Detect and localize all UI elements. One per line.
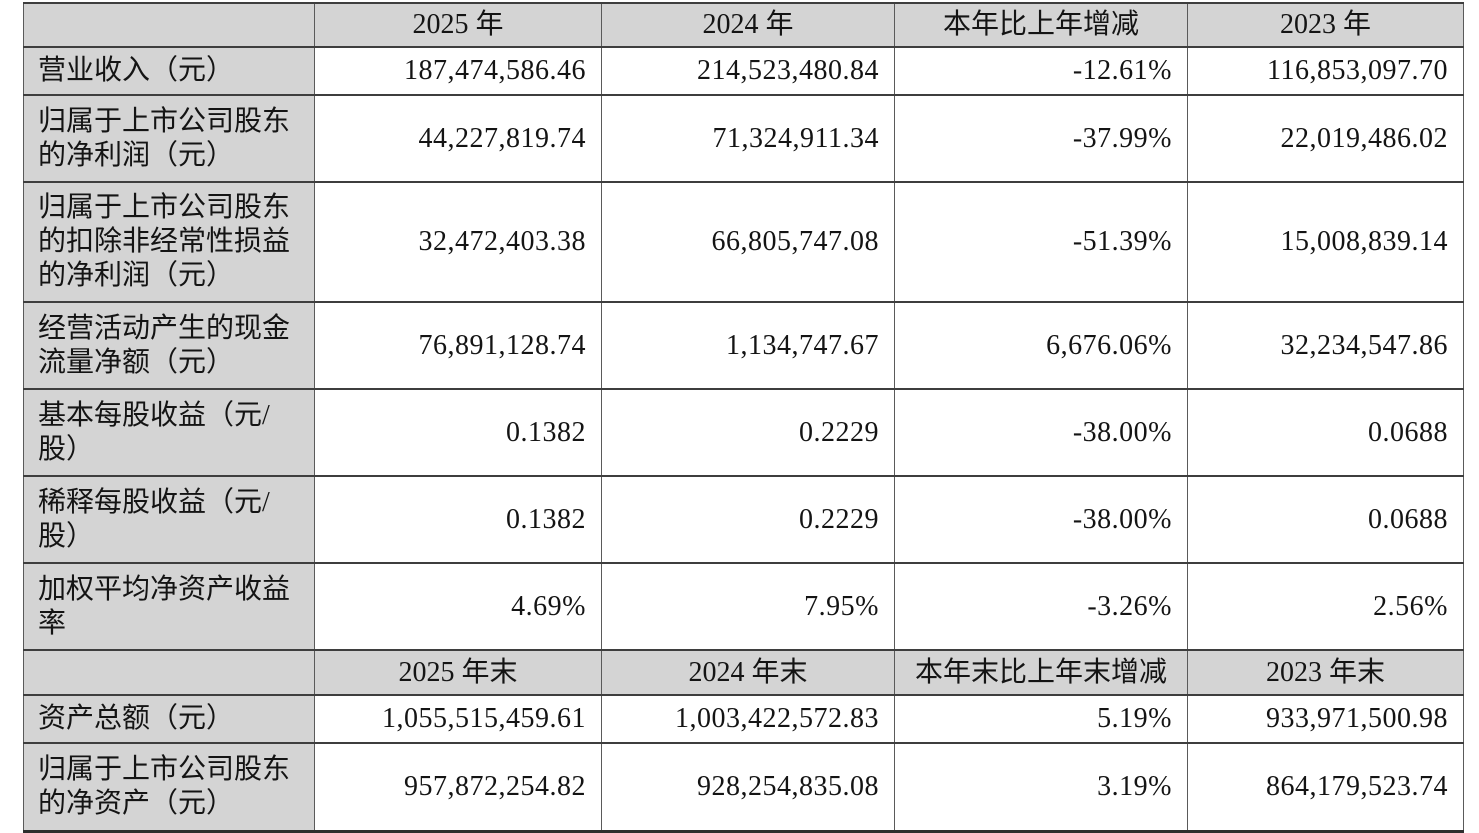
corner-cell (23, 2, 315, 48)
table-row: 加权平均净资产收益率 4.69% 7.95% -3.26% 2.56% (23, 562, 1464, 651)
row-label-cell: 稀释每股收益（元/股） (23, 475, 315, 564)
row-label-cell: 归属于上市公司股东的净资产（元） (23, 742, 315, 833)
value-cell: -38.00% (894, 388, 1188, 477)
value-cell: 0.0688 (1187, 388, 1464, 477)
table-row: 经营活动产生的现金流量净额（元） 76,891,128.74 1,134,747.6… (23, 301, 1464, 390)
row-label-cell: 归属于上市公司股东的净利润（元） (23, 94, 315, 183)
row-label-cell: 经营活动产生的现金流量净额（元） (23, 301, 315, 390)
value-cell: 957,872,254.82 (314, 742, 602, 833)
value-cell: 15,008,839.14 (1187, 181, 1464, 303)
value-cell: 2.56% (1187, 562, 1464, 651)
value-cell: 44,227,819.74 (314, 94, 602, 183)
value-cell: 6,676.06% (894, 301, 1188, 390)
column-header-cell: 2024 年 (601, 2, 895, 48)
corner-cell (23, 649, 315, 696)
value-cell: 5.19% (894, 694, 1188, 744)
value-cell: 1,134,747.67 (601, 301, 895, 390)
column-header-cell: 2024 年末 (601, 649, 895, 696)
value-cell: 66,805,747.08 (601, 181, 895, 303)
value-cell: 0.1382 (314, 388, 602, 477)
column-header-cell: 2023 年末 (1187, 649, 1464, 696)
value-cell: 71,324,911.34 (601, 94, 895, 183)
table-row: 资产总额（元） 1,055,515,459.61 1,003,422,572.83 5… (23, 694, 1464, 744)
table-row: 归属于上市公司股东的净资产（元） 957,872,254.82 928,254,83… (23, 742, 1464, 833)
row-label-cell: 营业收入（元） (23, 46, 315, 96)
column-header-cell: 2025 年末 (314, 649, 602, 696)
value-cell: 22,019,486.02 (1187, 94, 1464, 183)
value-cell: 0.2229 (601, 475, 895, 564)
value-cell: -51.39% (894, 181, 1188, 303)
column-header-cell: 本年末比上年末增减 (894, 649, 1188, 696)
column-header-cell: 2025 年 (314, 2, 602, 48)
value-cell: 32,234,547.86 (1187, 301, 1464, 390)
row-label-cell: 归属于上市公司股东的扣除非经常性损益的净利润（元） (23, 181, 315, 303)
column-header-cell: 2023 年 (1187, 2, 1464, 48)
value-cell: 32,472,403.38 (314, 181, 602, 303)
table-row: 稀释每股收益（元/股） 0.1382 0.2229 -38.00% 0.0688 (23, 475, 1464, 564)
row-label-cell: 资产总额（元） (23, 694, 315, 744)
value-cell: 1,055,515,459.61 (314, 694, 602, 744)
table-row: 营业收入（元） 187,474,586.46 214,523,480.84 -12.6… (23, 46, 1464, 96)
value-cell: 116,853,097.70 (1187, 46, 1464, 96)
value-cell: 864,179,523.74 (1187, 742, 1464, 833)
value-cell: -3.26% (894, 562, 1188, 651)
value-cell: 214,523,480.84 (601, 46, 895, 96)
value-cell: -37.99% (894, 94, 1188, 183)
column-header-cell: 本年比上年增减 (894, 2, 1188, 48)
table-row: 基本每股收益（元/股） 0.1382 0.2229 -38.00% 0.0688 (23, 388, 1464, 477)
value-cell: 7.95% (601, 562, 895, 651)
financial-summary-table: 2025 年 2024 年本年比上年增减 2023 年营业收入（元） 187,474,… (23, 2, 1464, 833)
value-cell: 76,891,128.74 (314, 301, 602, 390)
value-cell: -12.61% (894, 46, 1188, 96)
value-cell: 1,003,422,572.83 (601, 694, 895, 744)
value-cell: 928,254,835.08 (601, 742, 895, 833)
value-cell: 4.69% (314, 562, 602, 651)
table-row: 归属于上市公司股东的净利润（元） 44,227,819.74 71,324,911.… (23, 94, 1464, 183)
value-cell: 0.0688 (1187, 475, 1464, 564)
table-row: 归属于上市公司股东的扣除非经常性损益的净利润（元） 32,472,403.38 66… (23, 181, 1464, 303)
table-header-row: 2025 年末 2024 年末 本年末比上年末增减 2023 年末 (23, 649, 1464, 696)
value-cell: 0.2229 (601, 388, 895, 477)
value-cell: 187,474,586.46 (314, 46, 602, 96)
value-cell: 933,971,500.98 (1187, 694, 1464, 744)
table-header-row: 2025 年 2024 年本年比上年增减 2023 年 (23, 2, 1464, 48)
value-cell: -38.00% (894, 475, 1188, 564)
row-label-cell: 基本每股收益（元/股） (23, 388, 315, 477)
row-label-cell: 加权平均净资产收益率 (23, 562, 315, 651)
value-cell: 0.1382 (314, 475, 602, 564)
value-cell: 3.19% (894, 742, 1188, 833)
